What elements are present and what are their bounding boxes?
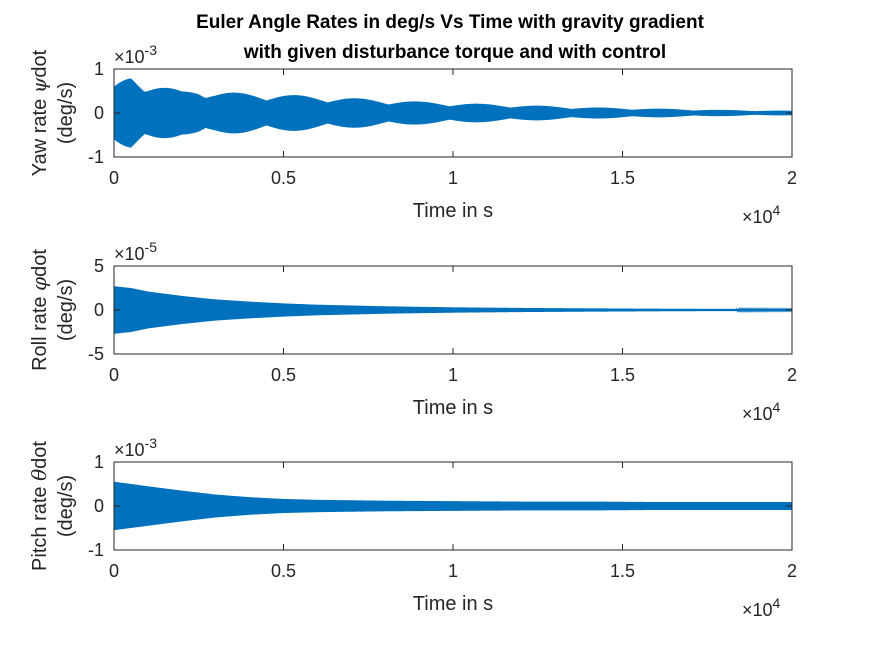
series-line bbox=[113, 481, 793, 531]
y-tick-label: -5 bbox=[88, 344, 104, 364]
x-tick-label: 2 bbox=[787, 365, 797, 385]
y-axis-label-units: (deg/s) bbox=[55, 82, 77, 144]
x-tick-label: 2 bbox=[787, 168, 797, 188]
x-axis-label: Time in s bbox=[413, 397, 493, 419]
x-exponent-label: ×104 bbox=[742, 202, 781, 227]
x-axis-label: Time in s bbox=[413, 593, 493, 615]
x-tick-label: 1 bbox=[448, 168, 458, 188]
x-exponent-label: ×104 bbox=[742, 399, 781, 424]
series-line bbox=[113, 78, 793, 148]
y-tick-label: 0 bbox=[94, 103, 104, 123]
x-tick-label: 0 bbox=[109, 168, 119, 188]
x-tick-label: 1.5 bbox=[610, 561, 635, 581]
y-tick-label: -1 bbox=[88, 540, 104, 560]
y-axis-label-units: (deg/s) bbox=[55, 279, 77, 341]
x-tick-label: 2 bbox=[787, 561, 797, 581]
y-axis-label: Pitch rate θdot bbox=[27, 441, 51, 571]
y-exponent-label: ×10-3 bbox=[114, 435, 157, 460]
x-axis-label: Time in s bbox=[413, 200, 493, 222]
x-tick-label: 0.5 bbox=[271, 168, 296, 188]
x-tick-label: 0 bbox=[109, 561, 119, 581]
y-axis-label-units: (deg/s) bbox=[55, 475, 77, 537]
y-tick-label: 5 bbox=[94, 256, 104, 276]
y-exponent-label: ×10-3 bbox=[114, 42, 157, 67]
x-tick-label: 1 bbox=[448, 365, 458, 385]
y-tick-label: 0 bbox=[94, 300, 104, 320]
y-tick-label: 0 bbox=[94, 496, 104, 516]
y-tick-label: 1 bbox=[94, 59, 104, 79]
chart-title-line1: Euler Angle Rates in deg/s Vs Time with … bbox=[196, 12, 705, 33]
x-tick-label: 0 bbox=[109, 365, 119, 385]
x-tick-label: 1.5 bbox=[610, 168, 635, 188]
y-axis-label: Yaw rate ψdot bbox=[27, 49, 51, 176]
x-tick-label: 0.5 bbox=[271, 561, 296, 581]
series-line bbox=[113, 286, 793, 334]
y-exponent-label: ×10-5 bbox=[114, 239, 157, 264]
x-tick-label: 0.5 bbox=[271, 365, 296, 385]
y-axis-label: Roll rate φdot bbox=[27, 249, 51, 371]
x-tick-label: 1.5 bbox=[610, 365, 635, 385]
x-exponent-label: ×104 bbox=[742, 595, 781, 620]
chart-title-line2: with given disturbance torque and with c… bbox=[243, 42, 666, 63]
x-tick-label: 1 bbox=[448, 561, 458, 581]
y-tick-label: -1 bbox=[88, 147, 104, 167]
y-tick-label: 1 bbox=[94, 452, 104, 472]
